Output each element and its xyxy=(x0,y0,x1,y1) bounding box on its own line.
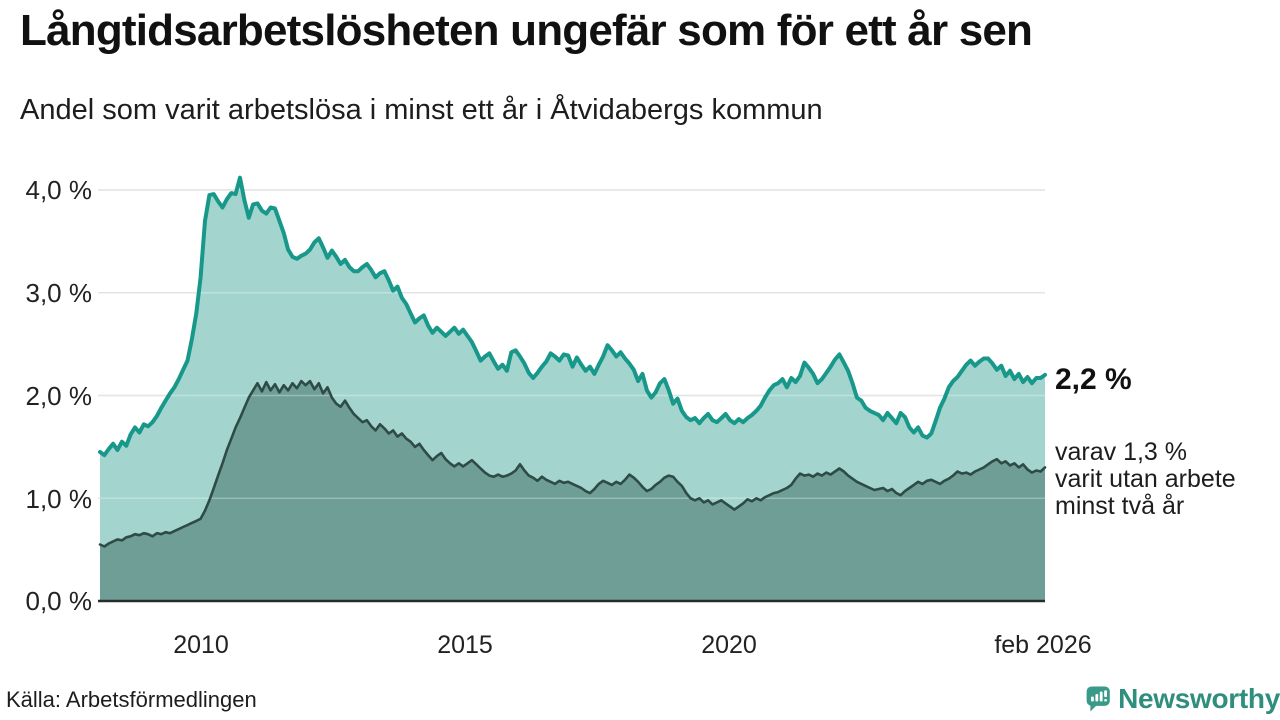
y-tick-1: 1,0 % xyxy=(25,484,93,514)
sub-annotation-line-1: varav 1,3 % xyxy=(1055,438,1188,466)
sub-annotation-line-3: minst två år xyxy=(1055,492,1185,520)
x-tick-2015: 2015 xyxy=(437,631,493,659)
page-subtitle: Andel som varit arbetslösa i minst ett å… xyxy=(20,94,823,126)
series-1yr-line xyxy=(98,175,1047,458)
newsworthy-wordmark: Newsworthy xyxy=(1118,683,1280,714)
y-tick-0: 0,0 % xyxy=(25,586,93,616)
newsworthy-logo-icon xyxy=(1086,686,1110,712)
y-tick-4: 4,0 % xyxy=(25,175,93,205)
newsworthy-logo: Newsworthy xyxy=(1086,679,1280,719)
sub-series-annotation: varav 1,3 % varit utan arbete minst två … xyxy=(1055,439,1236,520)
y-tick-2: 2,0 % xyxy=(25,381,93,411)
series-2yr-line xyxy=(98,379,1047,548)
x-tick-2020: 2020 xyxy=(701,631,757,659)
page-title: Långtidsarbetslösheten ungefär som för e… xyxy=(20,6,1033,55)
latest-value-label: 2,2 % xyxy=(1055,363,1132,396)
gridlines-overlay xyxy=(98,189,1045,500)
sub-annotation-line-2: varit utan arbete xyxy=(1055,465,1236,493)
x-tick-2010: 2010 xyxy=(173,631,229,659)
x-tick-feb-2026: feb 2026 xyxy=(994,631,1092,659)
source-caption: Källa: Arbetsförmedlingen xyxy=(6,687,257,712)
y-tick-3: 3,0 % xyxy=(25,278,93,308)
series-2yr-area xyxy=(100,381,1045,601)
